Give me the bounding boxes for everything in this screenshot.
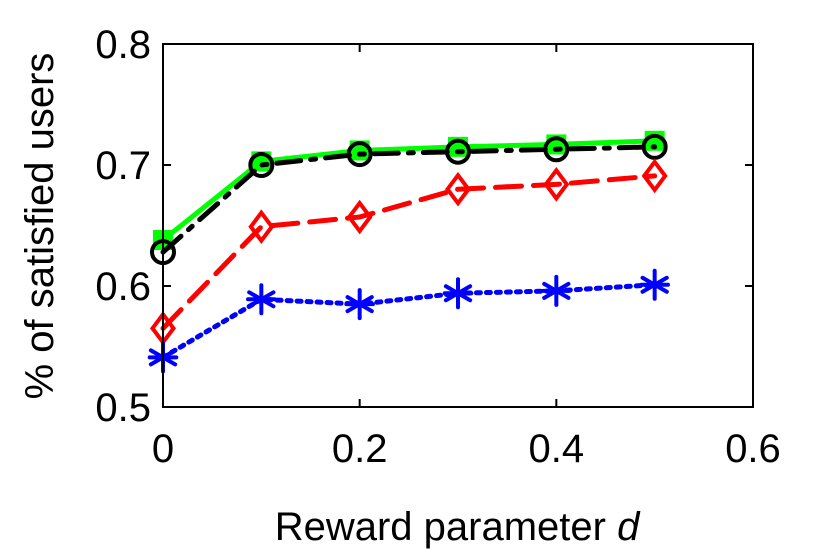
data-point-circle	[543, 136, 570, 163]
x-tick-label: 0.4	[529, 427, 585, 471]
series-circle	[150, 133, 668, 266]
axes-layer: 0 0.2 0.4 0.6 0.5 0.6 0.7 0.8	[95, 23, 780, 471]
series-layer	[147, 130, 670, 374]
data-point-diamond	[641, 158, 668, 194]
data-point-circle	[248, 152, 275, 178]
x-tick-label: 0.2	[332, 427, 388, 471]
data-point-asterisk	[246, 283, 277, 316]
y-tick-label: 0.6	[95, 265, 151, 309]
y-tick-label: 0.7	[95, 144, 151, 188]
data-point-diamond	[346, 199, 373, 235]
x-axis-label: Reward parameter d	[275, 505, 641, 549]
y-axis-label: % of satisfied users	[18, 53, 62, 400]
y-tick-label: 0.5	[95, 386, 151, 430]
series-line	[160, 138, 658, 243]
data-point-circle	[445, 138, 471, 165]
y-tick-label: 0.8	[95, 23, 151, 67]
series-line	[160, 144, 658, 255]
data-point-asterisk	[639, 268, 670, 301]
plot-frame	[162, 43, 754, 408]
series-diamond	[150, 158, 668, 346]
data-point-diamond	[248, 209, 275, 245]
series-asterisk	[147, 268, 670, 374]
data-point-asterisk	[541, 274, 572, 307]
x-tick-label: 0.6	[725, 427, 781, 471]
data-point-diamond	[445, 171, 471, 207]
data-point-asterisk	[442, 277, 474, 310]
data-point-diamond	[543, 167, 570, 202]
x-axis-label-text: Reward parameter	[275, 505, 617, 549]
data-point-asterisk	[344, 288, 375, 321]
data-point-circle	[346, 141, 373, 168]
x-axis-label-variable: d	[617, 505, 641, 549]
series-line	[160, 282, 658, 360]
x-tick-label: 0	[152, 427, 174, 471]
data-point-circle	[641, 133, 668, 160]
series-line	[160, 173, 658, 331]
